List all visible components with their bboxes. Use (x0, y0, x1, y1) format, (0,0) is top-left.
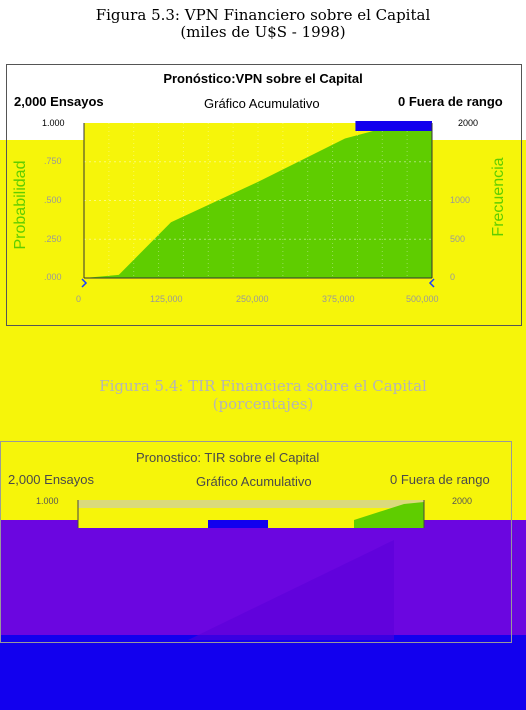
chart1-ytick: .000 (44, 272, 62, 282)
chart2-top-strip (78, 500, 424, 508)
figure2-caption-line1: Figura 5.4: TIR Financiera sobre el Capi… (99, 377, 427, 395)
yellow-band-middle (0, 345, 526, 528)
chart1-ytick: .500 (44, 195, 62, 205)
chart2-subtitle: Gráfico Acumulativo (196, 474, 312, 489)
chart1-xtick: 0 (76, 294, 82, 304)
chart1-xtick: 125,000 (150, 294, 183, 304)
chart2-blue-segment (208, 520, 268, 528)
chart2-frame (0, 441, 512, 643)
chart1-trials-label: 2,000 Ensayos (14, 94, 104, 109)
chart1-ytick: 1.000 (42, 118, 65, 128)
figure2-caption-line2: (porcentajes) (212, 395, 314, 413)
chart1-frame (6, 64, 522, 326)
chart1-y2tick: 500 (450, 234, 466, 244)
chart2-cumulative-area-shadow (188, 540, 394, 640)
chart2-ytick: 1.000 (36, 496, 59, 506)
chart1-title: Pronóstico:VPN sobre el Capital (163, 71, 363, 86)
chart1-xtick: 375,000 (322, 294, 355, 304)
chart1-subtitle: Gráfico Acumulativo (204, 96, 320, 111)
figure1-caption-line2: (miles de U$S - 1998) (180, 23, 346, 41)
chart1-y2tick: 1000 (450, 195, 471, 205)
chart1-ytick: .250 (44, 234, 62, 244)
chart1-y2tick: 0 (450, 272, 456, 282)
figure1-caption-line1: Figura 5.3: VPN Financiero sobre el Capi… (95, 6, 431, 24)
chart1-ytick: .750 (44, 156, 62, 166)
chart2-outliers-label: 0 Fuera de rango (390, 472, 490, 487)
chart1-xtick: 500,000 (406, 294, 439, 304)
chart1-outliers-label: 0 Fuera de rango (398, 94, 503, 109)
chart2-trials-label: 2,000 Ensayos (8, 472, 95, 487)
chart1-xtick: 250,000 (236, 294, 269, 304)
chart1-y2tick: 2000 (458, 118, 479, 128)
chart1-range-marker-left (81, 278, 88, 288)
chart2-title: Pronostico: TIR sobre el Capital (136, 450, 320, 465)
chart2-y2tick: 2000 (452, 496, 473, 506)
chart1-cumulative-area (84, 123, 432, 278)
chart2-cumulative-area (354, 502, 424, 528)
chart1-range-marker-right (428, 278, 435, 288)
chart1-top-band (355, 121, 432, 131)
blue-band (0, 635, 526, 710)
